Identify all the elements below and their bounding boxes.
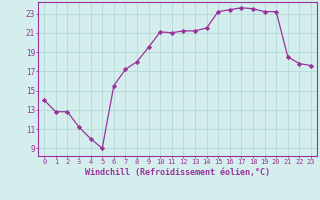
X-axis label: Windchill (Refroidissement éolien,°C): Windchill (Refroidissement éolien,°C) — [85, 168, 270, 177]
